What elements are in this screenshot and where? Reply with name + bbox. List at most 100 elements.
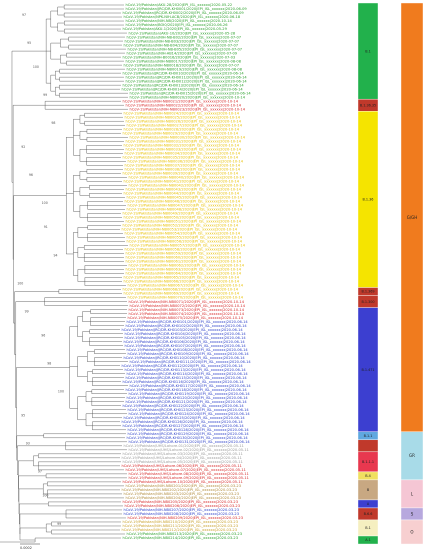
tip-label: hCoV-19/Pakistan/NIH-NB0027/2020|EPI_ISL… [127, 123, 243, 127]
tip-label: hCoV-19/Pakistan/JRC/DR-KH0115/2020|EPI_… [126, 376, 248, 380]
tip-label: hCoV-19/Pakistan/NIH-NB0210/2020|EPI_ISL… [123, 520, 238, 524]
tip-label: hCoV-19/Pakistan/JRC/DR-KH0116/2020|EPI_… [123, 380, 245, 384]
tip-label: hCoV-19/Pakistan/JRC/DR-KH0013/2020|EPI_… [123, 83, 245, 87]
tip-label: hCoV-19/Pakistan/JRC/DR-KH0114/2020|EPI_… [127, 372, 249, 376]
tip-label: hCoV-19/Pakistan/NIH-NB0035/2020|EPI_ISL… [123, 155, 239, 159]
clade-label: B.1.36.35 [360, 103, 376, 107]
tip-label: hCoV-19/Pakistan/NIH-NB0207/2020|EPI_ISL… [124, 508, 239, 512]
tip-label: hCoV-19/Pakistan/NIH-NB-B03/2020|EPI_ISL… [125, 39, 240, 43]
tip-label: hCoV-19/Pakistan/NIH-NB0072/2020|EPI_ISL… [130, 304, 246, 308]
tip-label: hCoV-19/Pakistan/UHS/Lahore-05/2020|EPI_… [123, 460, 243, 464]
tip-label: hCoV-19/Pakistan/JRC/DR-KH0120/2020|EPI_… [127, 396, 249, 400]
tip-label: hCoV-19/Pakistan/BOI0/2020|EPI_ISL_xxxxx… [126, 23, 229, 27]
clade-label: B.6.6 [364, 512, 373, 516]
tip-label: hCoV-19/Pakistan/NIH-NB0024/2020|EPI_ISL… [124, 111, 240, 115]
tip-label: hCoV-19/Pakistan/NIH-NB0043/2020|EPI_ISL… [126, 188, 242, 192]
tip-label: hCoV-19/Pakistan/AKU-28/2020|EPI_ISL_xxx… [126, 3, 233, 7]
tip-label: hCoV-19/Pakistan/NIH-NB0212/2020|EPI_ISL… [122, 528, 237, 532]
tip-label: hCoV-19/Pakistan/JRC/DR-KH0129/2020|EPI_… [128, 432, 250, 436]
clade-label: B [367, 488, 370, 492]
tip-label: hCoV-19/Pakistan/NIH-NB0060/2020|EPI_ISL… [126, 256, 242, 260]
tip-label: hCoV-19/Pakistan/NIH-NB0037/2020|EPI_ISL… [125, 164, 241, 168]
tip-label: hCoV-19/Pakistan/JRC/DR-KH0103/2020|EPI_… [122, 328, 244, 332]
tip-label: hCoV-19/Pakistan/NIH-NB0042/2020|EPI_ISL… [129, 184, 245, 188]
clade-label: B.1.369 [361, 290, 374, 294]
tip-label: hCoV-19/Pakistan/NIH-NB0033/2020|EPI_ISL… [126, 147, 242, 151]
tip-label: hCoV-19/Pakistan/JRC/DR-KH0011/2020|EPI_… [126, 75, 248, 79]
tip-labels: hCoV-19/Pakistan/AKU-28/2020|EPI_ISL_xxx… [122, 3, 252, 540]
group-block [400, 519, 424, 545]
tip-label: hCoV-19/Pakistan/NIH-NB0069/2020|EPI_ISL… [124, 292, 240, 296]
tip-label: hCoV-19/Pakistan/NIH-NB0029/2020|EPI_ISL… [123, 131, 239, 135]
tip-label: hCoV-19/Pakistan/NIH-NB0052/2020|EPI_ISL… [123, 224, 239, 228]
tip-label: hCoV-19/Pakistan/NIH-NB0053/2020|EPI_ISL… [122, 228, 238, 232]
tip-label: hCoV-19/Pakistan/JRC/DR-KH0104/2020|EPI_… [125, 332, 247, 336]
tip-label: hCoV-19/Pakistan/NIH-NB0064/2020|EPI_ISL… [126, 272, 242, 276]
tip-label: hCoV-19/Pakistan/NIH-NB0208/2020|EPI_ISL… [124, 512, 239, 516]
tip-label: hCoV-19/Pakistan/JRC/DR-KH0105/2020|EPI_… [125, 336, 247, 340]
clade-label: B.4 [365, 474, 371, 478]
tip-label: hCoV-19/Pakistan/NIH-NB-B04/2020|EPI_ISL… [124, 43, 239, 47]
tip-label: hCoV-19/Pakistan/NIH-NB0214/2020|EPI_ISL… [123, 536, 238, 540]
tip-label: hCoV-19/Pakistan/NIH-NB0070/2020|EPI_ISL… [128, 296, 244, 300]
tip-label: hCoV-19/Pakistan/JRC/DR-KH0113/2020|EPI_… [125, 368, 247, 372]
clade-label: A.1 [365, 538, 371, 542]
clade-label: B.1.36 [363, 198, 374, 202]
tip-label: hCoV-19/Pakistan/NIH-NB0019/2020|EPI_ISL… [127, 67, 243, 71]
tip-label: hCoV-19/Pakistan/NIH-NB0021/2020|EPI_ISL… [123, 99, 239, 103]
bootstrap-value: 91 [44, 225, 48, 229]
tip-label: hCoV-19/Pakistan/NIH-NB0202/2020|EPI_ISL… [122, 488, 237, 492]
tip-label: hCoV-19/Pakistan/NIH-NB0040/2020|EPI_ISL… [129, 176, 245, 180]
scale-bar: 0.0002 [20, 543, 40, 550]
tip-label: hCoV-19/Pakistan/NIH-NB0201/2020|EPI_ISL… [126, 484, 241, 488]
tip-label: hCoV-19/Pakistan/NIH-NB0041/2020|EPI_ISL… [124, 180, 240, 184]
tip-label: hCoV-19/Pakistan/NIH-NB0065/2020|EPI_ISL… [124, 276, 240, 280]
bootstrap-value: 92 [21, 145, 25, 149]
tip-label: hCoV-19/Pakistan/UHS/Lahore-08/2020|EPI_… [129, 472, 249, 476]
tip-label: hCoV-19/Pakistan/UHS/Lahore-01/2020|EPI_… [124, 444, 244, 448]
tip-label: hCoV-19/Pakistan/JRC/DR-KH0110/2020|EPI_… [124, 356, 246, 360]
tip-label: hCoV-19/Pakistan/NIH-NB0071/2020|EPI_ISL… [129, 300, 245, 304]
tip-label: hCoV-19/Pakistan/NIH-NB0213/2020|EPI_ISL… [127, 532, 242, 536]
tip-label: hCoV-19/Pakistan/NIH-NB0022/2020|EPI_ISL… [126, 103, 242, 107]
tip-label: hCoV-19/Pakistan/NIH-NB0023/2020|EPI_ISL… [130, 107, 246, 111]
group-label: S [411, 511, 414, 516]
tip-label: hCoV-19/Pakistan/NIH-NB0017/2020|EPI_ISL… [126, 59, 242, 63]
tip-label: hCoV-19/Pakistan/JRC/DR-KH0112/2020|EPI_… [122, 364, 244, 368]
tip-label: hCoV-19/Pakistan/NIH-NB0058/2020|EPI_ISL… [125, 248, 241, 252]
tip-label: hCoV-19/Pakistan/NIH-NB-B05/2020|EPI_ISL… [128, 47, 243, 51]
tip-label: hCoV-19/Pakistan/NIH-NB/2020|EPI_ISL_xxx… [126, 19, 233, 23]
tip-label: hCoV-19/Pakistan/NIH-NB0075/2020|EPI_ISL… [128, 316, 244, 320]
tip-label: hCoV-19/Pakistan/NIH-NB0066/2020|EPI_ISL… [124, 280, 240, 284]
tip-label: hCoV-19/Pakistan/UHS/Lahore-03/2020|EPI_… [123, 452, 243, 456]
tip-label: hCoV-19/Pakistan/JRC/DR-KH0111/2020|EPI_… [130, 360, 252, 364]
bootstrap-value: 95 [27, 41, 31, 45]
tip-label: hCoV-19/Pakistan/JRC/DR-KH0127/2020|EPI_… [123, 424, 245, 428]
tip-label: hCoV-19/Pakistan/NIH-NB0067/2020|EPI_ISL… [128, 284, 244, 288]
tip-label: hCoV-19/Pakistan/JRC/DR-KH0001/2020|EPI_… [126, 7, 248, 11]
tip-label: hCoV-19/Pakistan/NIH-NB0036/2020|EPI_ISL… [128, 159, 244, 163]
tip-label: hCoV-19/Pakistan/NIH-NB0209/2020|EPI_ISL… [128, 516, 243, 520]
tip-label: hCoV-19/Pakistan/NIH-NB0073/2020|EPI_ISL… [129, 308, 245, 312]
group-label: L [411, 491, 414, 496]
tip-label: hCoV-19/Pakistan/JRC/DR-KH0121/2020|EPI_… [126, 400, 248, 404]
clade-block [357, 439, 379, 453]
bootstrap-value: 98 [47, 361, 51, 365]
tip-label: hCoV-19/Pakistan/JRC/DR-KH0108/2020|EPI_… [127, 348, 249, 352]
tip-label: hCoV-19/Pakistan/NIH-NB0204/2020|EPI_ISL… [126, 496, 241, 500]
tip-label: hCoV-19/Pakistan/NIH-NB0032/2020|EPI_ISL… [124, 143, 240, 147]
tip-label: hCoV-19/Pakistan/NIH-NB0063/2020|EPI_ISL… [126, 268, 242, 272]
tip-label: hCoV-19/Pakistan/UHS/Lahore-09/2020|EPI_… [129, 476, 249, 480]
tip-label: hCoV-19/Pakistan/UHS/Lahore-04/2020|EPI_… [122, 456, 242, 460]
bootstrap-value: 97 [22, 13, 26, 17]
tip-label: hCoV-19/Pakistan/JRC/DR-KH0107/2020|EPI_… [125, 344, 247, 348]
tip-label: hCoV-19/Pakistan/NIH-NB0020/2020|EPI_ISL… [130, 95, 246, 99]
tip-label: hCoV-19/Pakistan/NIH-NB0205/2020|EPI_ISL… [123, 500, 238, 504]
clade-label: B.1.300 [361, 300, 374, 304]
tip-label: hCoV-19/Pakistan/NIH-NB0038/2020|EPI_ISL… [125, 168, 241, 172]
bootstrap-value: 100 [33, 65, 39, 69]
tip-label: hCoV-19/Pakistan/JRC/DR-KH0123/2020|EPI_… [128, 408, 250, 412]
bootstrap-value: 98 [51, 121, 55, 125]
tip-label: hCoV-19/Pakistan/JRC/DR-KH0126/2020|EPI_… [122, 420, 244, 424]
tip-label: hCoV-19/Pakistan/JRC/DR-KH0130/2020|EPI_… [127, 436, 249, 440]
